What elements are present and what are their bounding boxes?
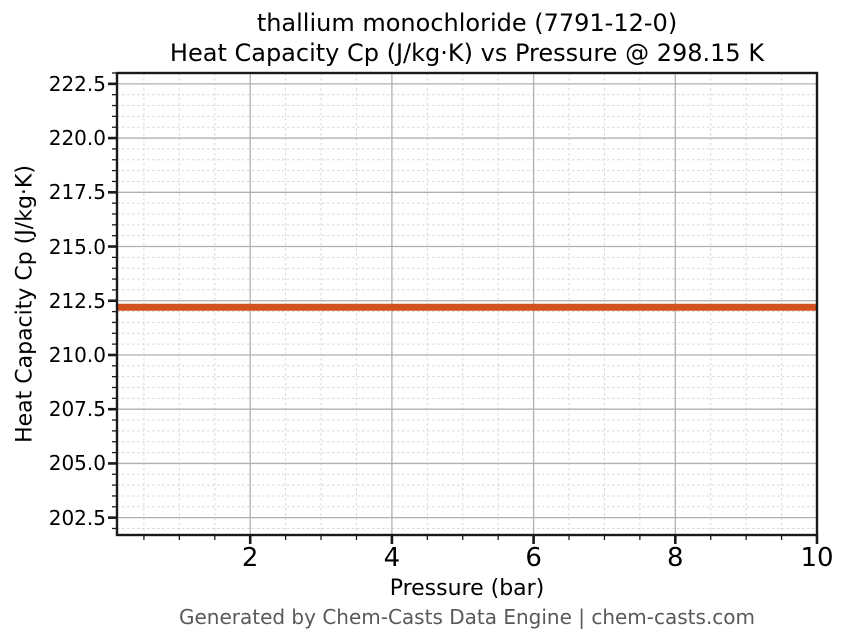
- y-tick-label: 205.0: [48, 451, 106, 476]
- x-tick-label: 10: [800, 543, 834, 573]
- y-tick-label: 220.0: [48, 126, 106, 151]
- y-tick-label: 207.5: [48, 397, 106, 422]
- y-tick-label: 202.5: [48, 505, 106, 530]
- y-tick-label: 210.0: [48, 342, 106, 367]
- chart-title-line1: thallium monochloride (7791-12-0): [256, 9, 678, 37]
- x-tick-label: 4: [383, 543, 401, 573]
- y-tick-label: 212.5: [48, 288, 106, 313]
- x-tick-label: 6: [525, 543, 542, 573]
- watermark-text: Generated by Chem-Casts Data Engine | ch…: [178, 605, 756, 629]
- y-tick-label: 222.5: [48, 71, 106, 96]
- x-tick-label: 2: [241, 543, 259, 573]
- y-tick-label: 215.0: [48, 234, 106, 259]
- x-tick-label: 8: [667, 543, 684, 573]
- y-tick-label: 217.5: [48, 180, 106, 205]
- x-axis-label: Pressure (bar): [389, 576, 545, 601]
- chart-title-line2: Heat Capacity Cp (J/kg·K) vs Pressure @ …: [169, 39, 765, 67]
- axes-spines: [115, 71, 819, 537]
- chart-title: thallium monochloride (7791-12-0) Heat C…: [117, 8, 817, 68]
- y-axis-label: Heat Capacity Cp (J/kg·K): [12, 165, 38, 443]
